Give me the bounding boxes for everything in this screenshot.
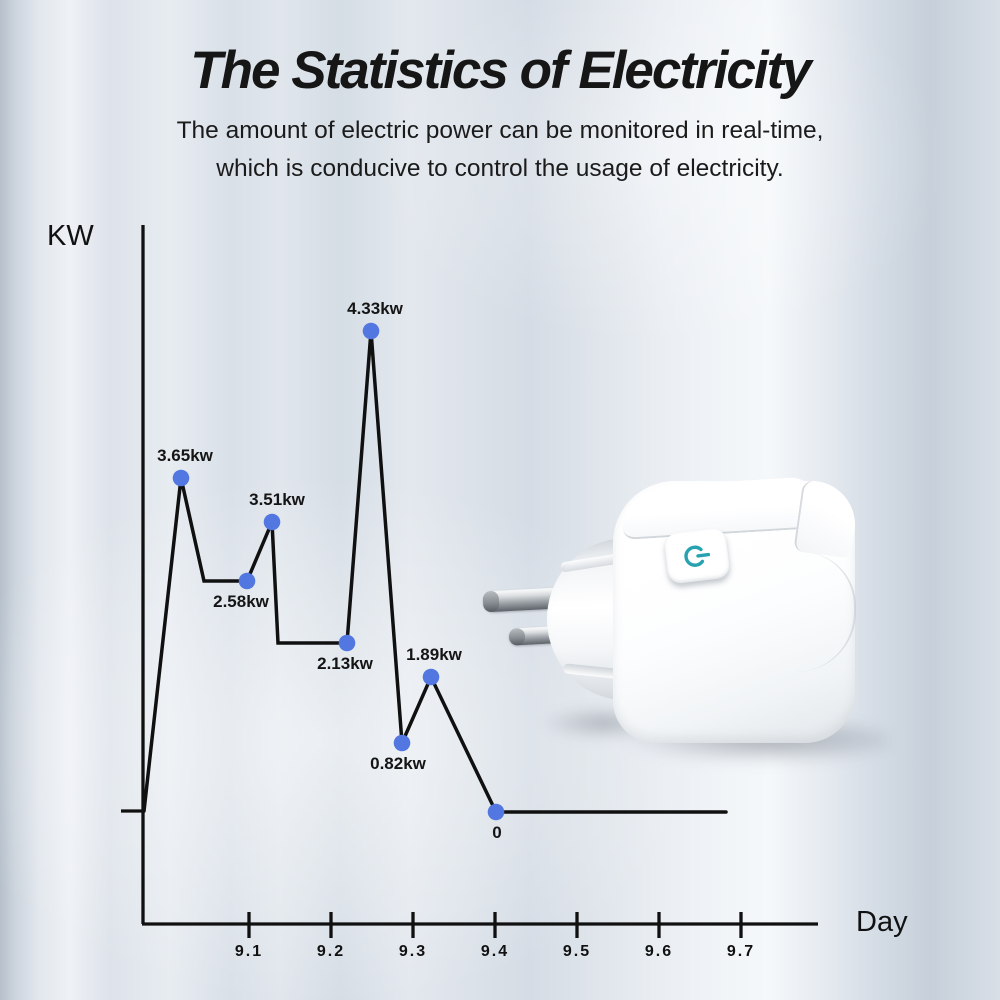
- data-point-label: 0: [492, 823, 502, 842]
- plug-power-button: [663, 527, 731, 585]
- x-tick-label: 9.2: [316, 943, 346, 960]
- data-point: [393, 734, 411, 752]
- x-axis-label: Day: [856, 906, 908, 938]
- plug-body-corner: [793, 479, 861, 559]
- data-point-label: 3.65kw: [157, 446, 213, 465]
- x-tick-label: 9.6: [644, 943, 674, 960]
- data-point: [238, 572, 256, 590]
- page-title: The Statistics of Electricity: [190, 41, 811, 100]
- data-point: [172, 469, 190, 487]
- subtitle-line-2: which is conducive to control the usage …: [216, 155, 784, 182]
- data-point-label: 1.89kw: [406, 645, 462, 664]
- subtitle-line-1: The amount of electric power can be moni…: [176, 117, 824, 144]
- x-tick-label: 9.5: [562, 943, 592, 960]
- data-point-label: 2.13kw: [317, 654, 373, 673]
- data-point: [263, 513, 281, 531]
- x-tick-label: 9.4: [480, 943, 510, 960]
- data-point-label: 0.82kw: [370, 754, 426, 773]
- plug-body-right-seam: [776, 552, 856, 672]
- page-subtitle: The amount of electric power can be moni…: [0, 112, 1000, 188]
- data-point-label: 4.33kw: [347, 299, 403, 318]
- data-point-label: 3.51kw: [249, 490, 305, 509]
- y-axis-label: KW: [47, 220, 94, 252]
- x-tick-label: 9.1: [234, 943, 264, 960]
- data-point: [487, 803, 505, 821]
- power-icon: [684, 545, 711, 567]
- data-point: [362, 322, 380, 340]
- x-tick-label: 9.3: [398, 943, 428, 960]
- data-point: [338, 634, 356, 652]
- x-tick-label: 9.7: [726, 943, 756, 960]
- data-point: [422, 668, 440, 686]
- data-point-label: 2.58kw: [213, 592, 269, 611]
